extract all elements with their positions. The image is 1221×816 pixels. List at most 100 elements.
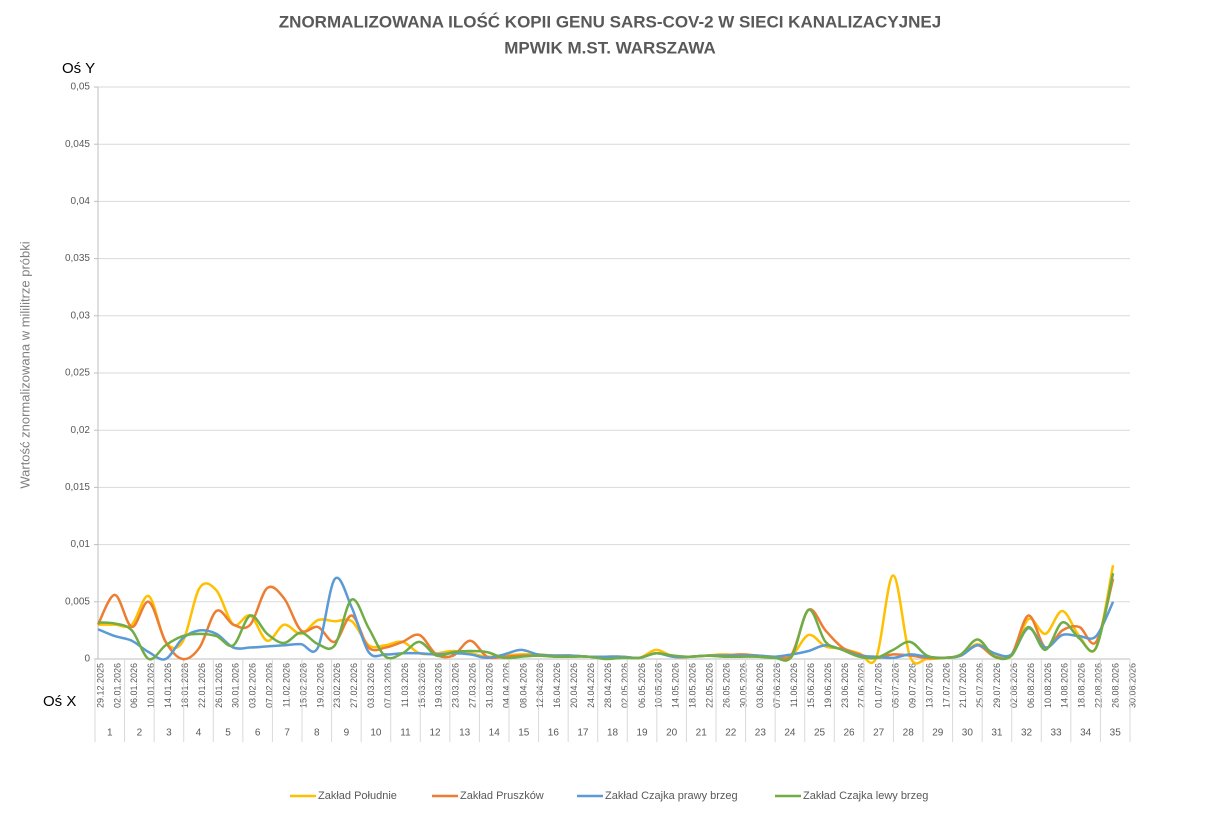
x-tick-label: 09.07.2026 (907, 663, 917, 708)
group-label: 14 (489, 728, 501, 739)
group-label: 8 (314, 728, 320, 739)
x-tick-label: 18.01.2026 (180, 663, 190, 708)
group-label: 6 (255, 728, 261, 739)
group-label: 29 (932, 728, 944, 739)
group-label: 24 (784, 728, 796, 739)
group-label: 16 (548, 728, 560, 739)
x-tick-label: 10.01.2026 (146, 663, 156, 708)
x-tick-label: 23.03.2026 (451, 663, 461, 708)
group-label: 10 (370, 728, 382, 739)
x-tick-label: 10.08.2026 (1043, 663, 1053, 708)
x-tick-label: 30.01.2026 (231, 663, 241, 708)
x-tick-label: 27.03.2026 (468, 663, 478, 708)
x-tick-label: 22.08.2026 (1094, 663, 1104, 708)
x-tick-label: 15.03.2026 (417, 663, 427, 708)
x-tick-label: 03.06.2026 (755, 663, 765, 708)
y-tick-label: 0,02 (71, 425, 91, 436)
x-tick-label: 04.04.2026 (501, 663, 511, 708)
group-label: 4 (196, 728, 202, 739)
x-tick-label: 13.07.2026 (924, 663, 934, 708)
x-tick-label: 30.08.2026 (1127, 663, 1137, 708)
x-axis-caption: Oś X (43, 693, 76, 710)
x-tick-label: 18.08.2026 (1077, 663, 1087, 708)
x-tick-label: 19.03.2026 (434, 663, 444, 708)
x-tick-label: 26.08.2026 (1110, 663, 1120, 708)
x-tick-label: 03.03.2026 (366, 663, 376, 708)
x-tick-label: 07.02.2026 (265, 663, 275, 708)
x-tick-label: 19.02.2026 (315, 663, 325, 708)
x-tick-label: 15.06.2026 (806, 663, 816, 708)
group-label: 26 (844, 728, 856, 739)
x-tick-label: 28.04.2026 (603, 663, 613, 708)
x-tick-label: 29.07.2026 (992, 663, 1002, 708)
x-tick-label: 14.08.2026 (1060, 663, 1070, 708)
x-tick-label: 11.06.2026 (789, 663, 799, 707)
y-tick-label: 0,01 (71, 539, 91, 550)
legend-label: Zakład Czajka prawy brzeg (605, 790, 738, 802)
x-tick-label: 01.07.2026 (874, 663, 884, 708)
x-tick-label: 11.03.2026 (400, 663, 410, 707)
x-tick-label: 07.06.2026 (772, 663, 782, 708)
group-label: 33 (1051, 728, 1063, 739)
x-tick-label: 23.02.2026 (332, 663, 342, 708)
y-tick-label: 0,005 (65, 596, 90, 607)
group-label: 25 (814, 728, 826, 739)
group-label: 15 (518, 728, 530, 739)
x-tick-label: 24.04.2026 (586, 663, 596, 708)
group-label: 35 (1110, 728, 1122, 739)
group-label: 12 (430, 728, 442, 739)
x-tick-label: 25.07.2026 (975, 663, 985, 708)
group-label: 28 (903, 728, 915, 739)
x-tick-label: 07.03.2026 (383, 663, 393, 708)
group-label: 19 (637, 728, 649, 739)
legend-label: Zakład Czajka lewy brzeg (803, 790, 928, 802)
x-tick-label: 16.04.2026 (552, 663, 562, 708)
group-label: 18 (607, 728, 619, 739)
x-tick-label: 06.01.2026 (129, 663, 139, 708)
legend-label: Zakład Południe (318, 790, 397, 802)
series-line (97, 576, 1115, 661)
x-tick-label: 11.02.2026 (281, 663, 291, 707)
x-tick-label: 08.04.2026 (518, 663, 528, 708)
y-tick-label: 0,025 (65, 368, 90, 379)
x-tick-label: 10.05.2026 (654, 663, 664, 708)
group-label: 21 (696, 728, 708, 739)
group-label: 11 (400, 728, 411, 739)
x-tick-label: 03.02.2026 (248, 663, 258, 708)
group-label: 17 (577, 728, 589, 739)
y-tick-label: 0,035 (65, 253, 90, 264)
x-tick-label: 02.05.2026 (620, 663, 630, 708)
y-tick-label: 0,015 (65, 482, 90, 493)
y-axis-caption: Oś Y (62, 60, 95, 77)
group-label: 22 (725, 728, 737, 739)
y-axis-title: Wartość znormalizowana w mililitrze prób… (17, 241, 32, 488)
x-tick-label: 23.06.2026 (840, 663, 850, 708)
group-label: 23 (755, 728, 767, 739)
x-tick-label: 27.06.2026 (857, 663, 867, 708)
y-tick-label: 0,03 (71, 310, 91, 321)
x-tick-label: 18.05.2026 (688, 663, 698, 708)
x-tick-label: 29.12.2025 (95, 663, 105, 708)
x-tick-label: 06.05.2026 (637, 663, 647, 708)
x-tick-label: 30.05.2026 (738, 663, 748, 708)
y-tick-label: 0,04 (71, 196, 91, 207)
x-tick-label: 19.06.2026 (823, 663, 833, 708)
x-tick-label: 06.08.2026 (1026, 663, 1036, 708)
group-label: 1 (107, 728, 113, 739)
chart-title: MPWIK M.ST. WARSZAWA (504, 38, 716, 57)
legend-label: Zakład Pruszków (460, 790, 544, 802)
x-tick-label: 26.05.2026 (721, 663, 731, 708)
x-tick-label: 02.08.2026 (1009, 663, 1019, 708)
group-label: 5 (225, 728, 231, 739)
x-tick-label: 31.03.2026 (484, 663, 494, 708)
group-label: 3 (166, 728, 172, 739)
group-label: 32 (1021, 728, 1033, 739)
y-tick-label: 0,045 (65, 139, 90, 150)
x-tick-label: 22.05.2026 (704, 663, 714, 708)
x-tick-label: 20.04.2026 (569, 663, 579, 708)
chart-title: ZNORMALIZOWANA ILOŚĆ KOPII GENU SARS-COV… (279, 12, 941, 31)
group-label: 27 (873, 728, 885, 739)
group-label: 34 (1080, 728, 1092, 739)
x-tick-label: 05.07.2026 (891, 663, 901, 708)
